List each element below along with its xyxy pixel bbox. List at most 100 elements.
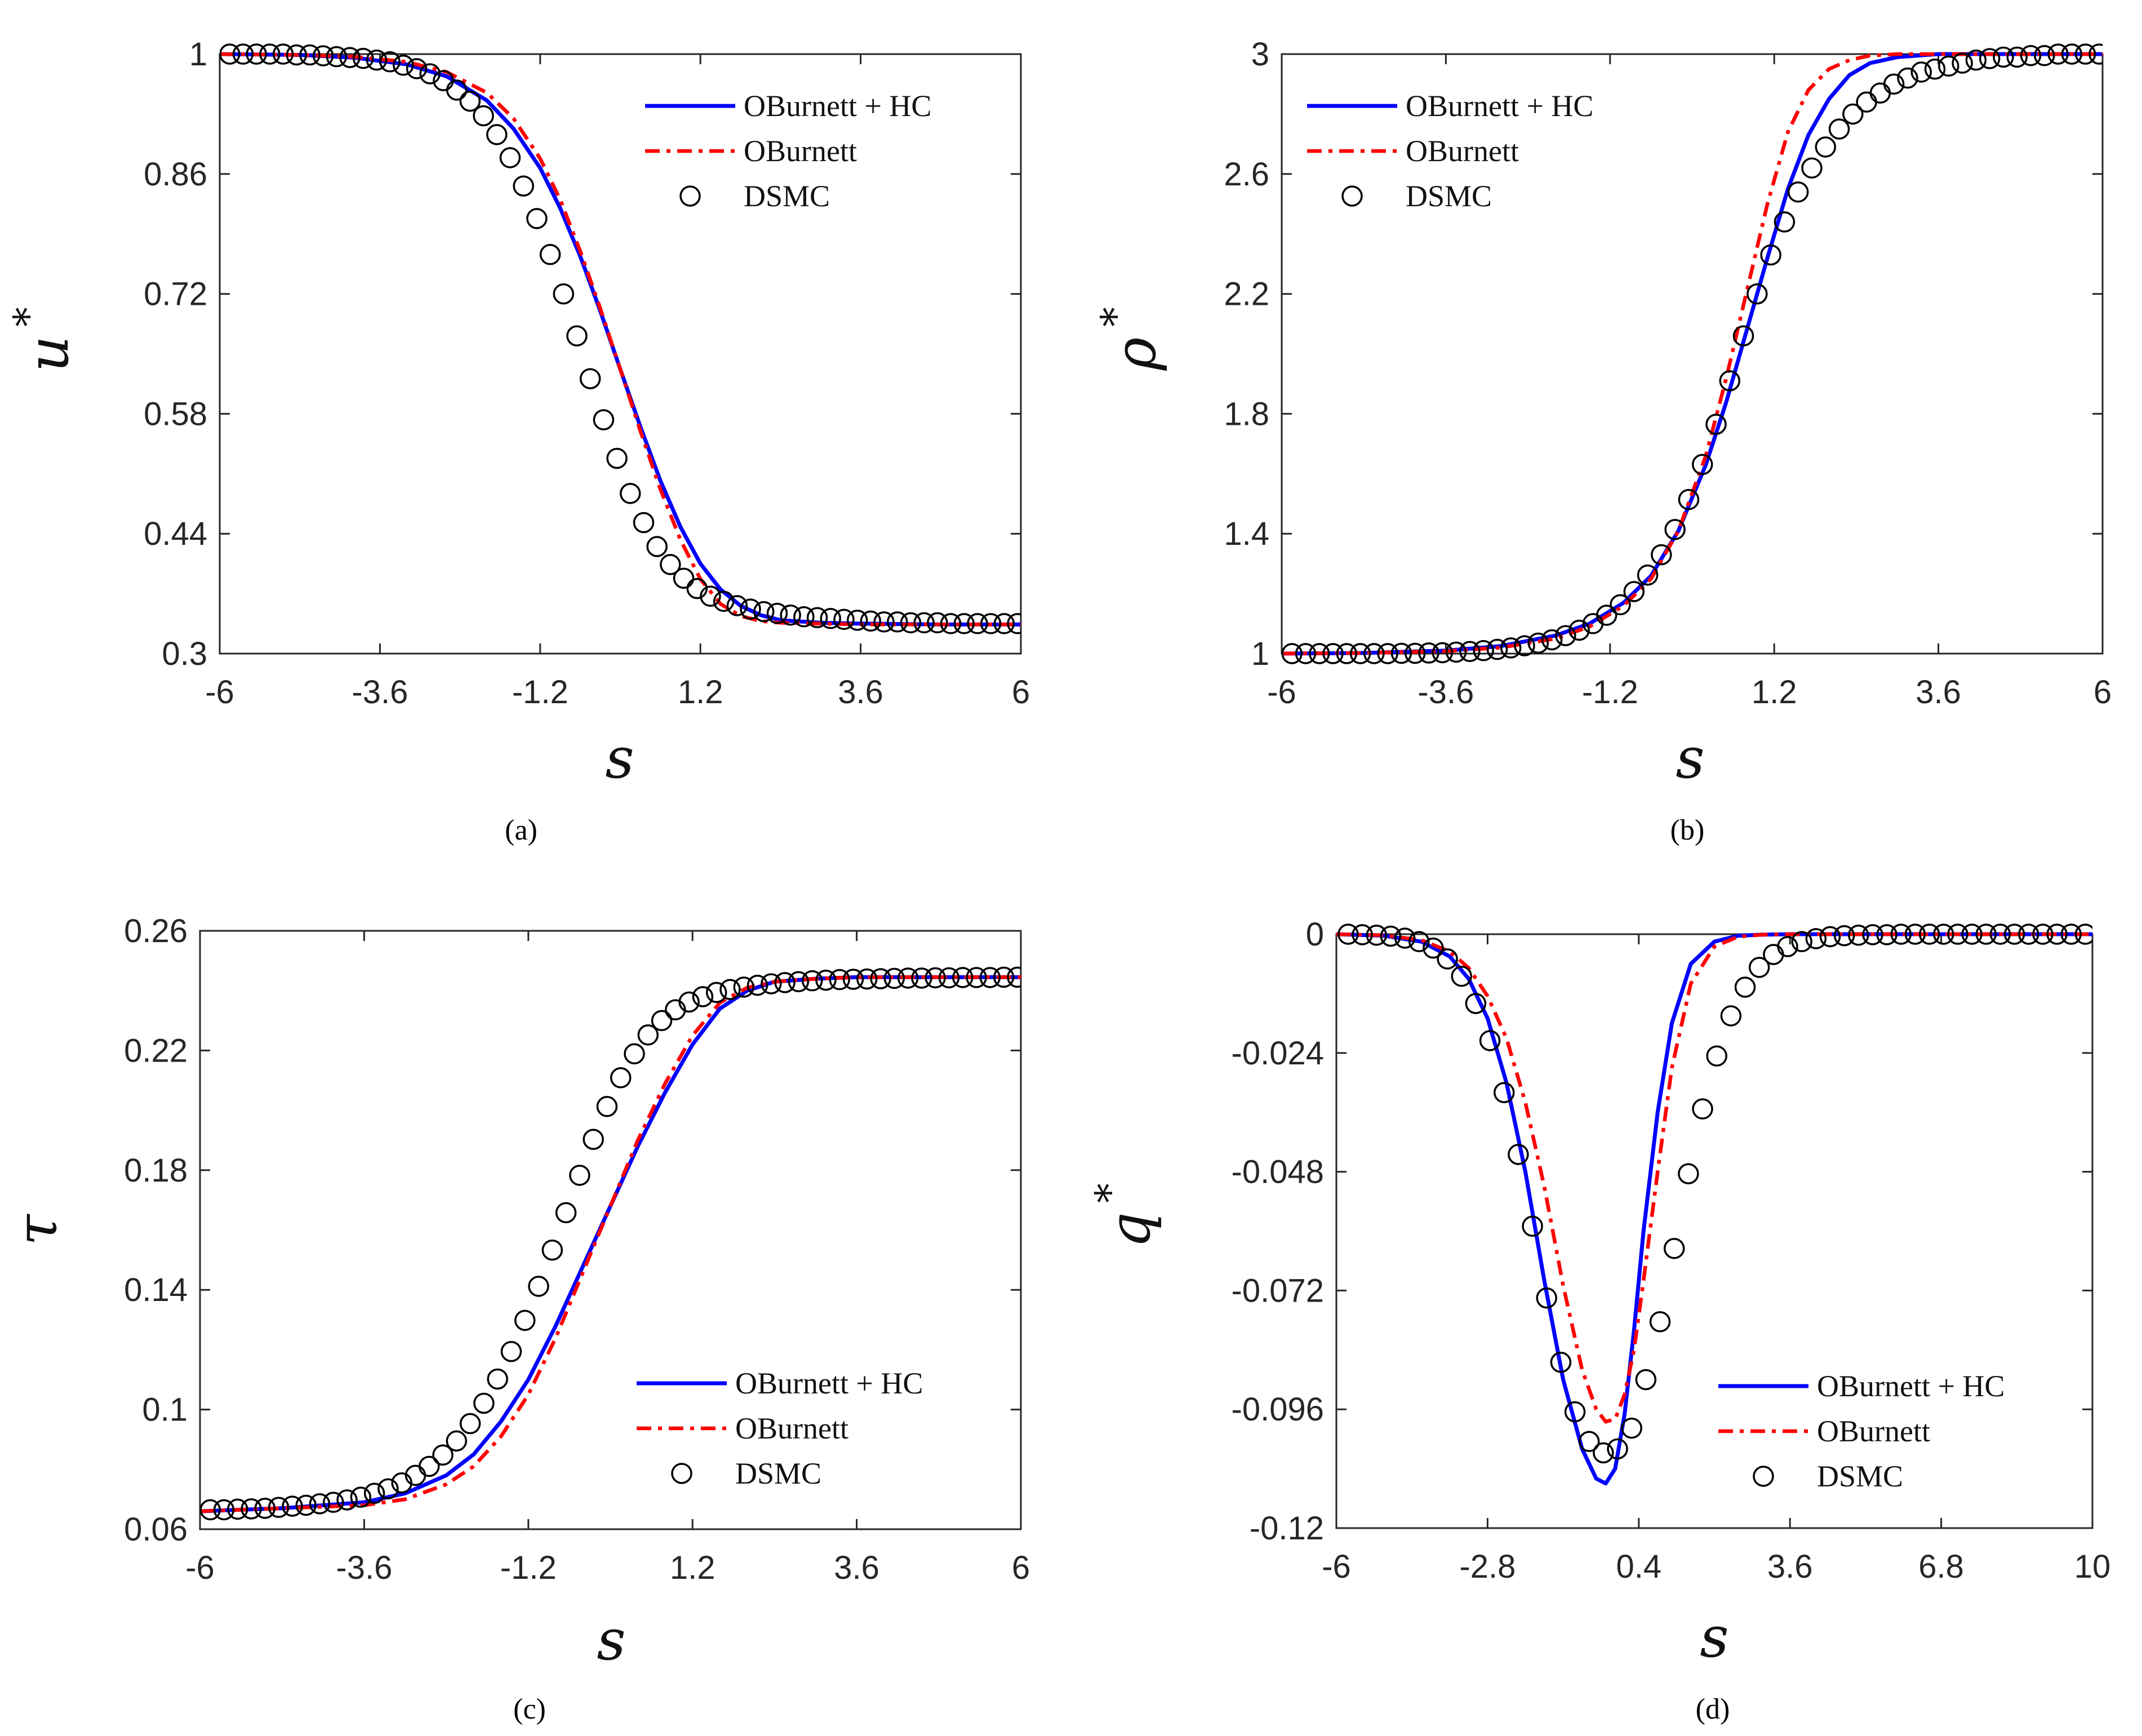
dsmc-point (2088, 43, 2103, 65)
plot-frame (219, 53, 1022, 655)
y-tick-label: 0.06 (124, 1511, 188, 1548)
dsmc-point (633, 512, 655, 534)
y-tick-label: 1.8 (1224, 396, 1269, 432)
dsmc-point (1833, 925, 1855, 947)
dsmc-point (1678, 489, 1700, 510)
dsmc-point (846, 609, 868, 631)
dsmc-point (366, 49, 388, 71)
dsmc-point (353, 47, 374, 69)
dsmc-point (873, 611, 895, 633)
dsmc-point (740, 598, 761, 620)
dsmc-point (312, 45, 334, 66)
x-tick-label: 3.6 (1767, 1548, 1813, 1585)
y-axis-label: ρ* (1092, 307, 1168, 371)
dsmc-point (620, 483, 641, 504)
dsmc-point (793, 606, 815, 628)
dsmc-point (624, 1043, 645, 1064)
dsmc-point (1933, 924, 1954, 945)
dsmc-point (1760, 244, 1781, 266)
x-tick-label: -6 (1322, 1548, 1351, 1585)
dsmc-point (1522, 1215, 1543, 1237)
x-tick-label: -3.6 (336, 1549, 392, 1586)
y-tick-label: 2.6 (1224, 156, 1269, 193)
legend-dsmc-marker (679, 185, 701, 207)
dsmc-point (1774, 211, 1796, 233)
dsmc-point (500, 1340, 522, 1362)
dsmc-point (419, 63, 441, 85)
dsmc-point (766, 602, 788, 624)
y-tick-label: 0.26 (124, 913, 188, 949)
dsmc-point (339, 47, 361, 68)
plot-frame (199, 930, 1022, 1530)
dsmc-point (1451, 965, 1473, 987)
legend-dsmc-marker (671, 1463, 692, 1484)
legend: OBurnett + HC OBurnett DSMC (1307, 89, 1593, 213)
dsmc-point (1394, 927, 1416, 949)
legend-label-hc: OBurnett + HC (1406, 89, 1593, 123)
dsmc-point (870, 968, 891, 989)
dsmc-point (1536, 1287, 1557, 1309)
oburnett-hc-line (220, 52, 1021, 627)
dsmc-point (350, 1486, 372, 1508)
dsmc-point (1897, 67, 1918, 89)
dsmc-point (1828, 118, 1850, 140)
dsmc-point (583, 1129, 604, 1150)
y-axis-superscript: * (5, 307, 51, 327)
dsmc-point (610, 1067, 632, 1089)
dsmc-point (2074, 43, 2096, 65)
legend-dsmc-marker (1753, 1466, 1774, 1487)
dsmc-point (927, 612, 948, 634)
chart-a: -6 -3.6 -1.2 1.2 3.6 6 0.3 0.44 0.58 0.72 0.86 1 OBu… (5, 36, 1030, 846)
dsmc-point (900, 612, 922, 634)
dsmc-point (1787, 181, 1809, 203)
dsmc-point (2034, 45, 2055, 66)
y-tick-label: 0.18 (124, 1152, 188, 1189)
y-tick-label: 0.14 (124, 1272, 188, 1308)
dsmc-point (1748, 957, 1770, 978)
dsmc-point (282, 1495, 303, 1517)
dsmc-point (446, 1430, 468, 1452)
legend-label-dsmc: DSMC (1817, 1459, 1903, 1493)
dsmc-point (406, 58, 428, 79)
dsmc-point (379, 51, 401, 73)
y-tick-label: 0.22 (124, 1032, 188, 1069)
dsmc-point (746, 974, 768, 996)
x-tick-label: -6 (185, 1549, 215, 1586)
dsmc-point (1815, 136, 1837, 158)
series-group (220, 43, 1021, 634)
dsmc-point (1938, 55, 1959, 77)
dsmc-point (241, 1498, 262, 1520)
caption-b: (b) (1670, 814, 1705, 846)
dsmc-point (1568, 619, 1590, 641)
dsmc-point (660, 554, 681, 575)
dsmc-point (286, 44, 308, 66)
dsmc-point (326, 46, 348, 68)
dsmc-point (579, 368, 601, 389)
oburnett-hc-line (200, 975, 1021, 1513)
dsmc-point (780, 604, 801, 626)
dsmc-point (539, 243, 561, 265)
dsmc-point (1564, 1401, 1586, 1423)
dsmc-point (1763, 944, 1784, 965)
dsmc-point (1363, 643, 1385, 664)
dsmc-point (1352, 924, 1373, 945)
dsmc-point (719, 979, 741, 1000)
dsmc-point (1282, 643, 1303, 664)
dsmc-point (2046, 924, 2068, 945)
y-tick-label: 0 (1306, 916, 1324, 953)
dsmc-point (1322, 643, 1344, 664)
dsmc-point (1961, 924, 1983, 945)
x-tick-label: 1.2 (678, 674, 723, 711)
dsmc-point (1593, 1442, 1614, 1464)
dsmc-point (1527, 632, 1549, 654)
dsmc-point (1541, 629, 1563, 651)
dsmc-point (418, 1455, 440, 1477)
y-axis-label: τ (4, 1214, 70, 1246)
dsmc-point (1777, 936, 1798, 957)
dsmc-point (1856, 91, 1877, 113)
dsmc-point (993, 966, 1015, 988)
dsmc-point (887, 611, 908, 633)
dsmc-point (526, 208, 548, 229)
dsmc-point (2074, 924, 2092, 945)
